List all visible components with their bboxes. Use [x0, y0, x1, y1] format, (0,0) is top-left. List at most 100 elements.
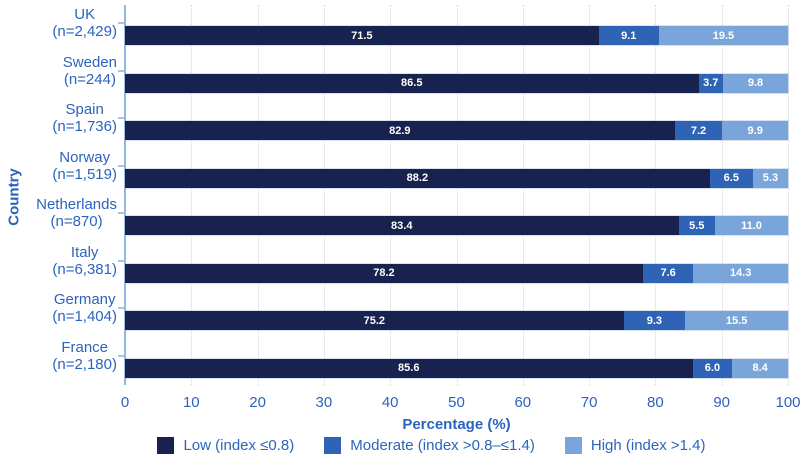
country-n-label: (n=870) — [50, 213, 103, 230]
bar-row: 85.6 6.0 8.4 — [125, 358, 788, 378]
y-tick-mark — [118, 164, 125, 167]
bar-segment-low: 78.2 — [125, 263, 643, 283]
country-label: Italy (n=6,381) — [52, 244, 117, 278]
bar-row: 86.5 3.7 9.8 — [125, 73, 788, 93]
country-n-label: (n=1,404) — [52, 308, 117, 325]
country-n-label: (n=1,736) — [52, 118, 117, 135]
bar-segment-moderate: 6.0 — [692, 358, 733, 378]
y-tick-mark — [118, 117, 125, 119]
value-label: 7.6 — [660, 267, 676, 279]
value-label: 14.3 — [729, 267, 752, 279]
value-label: 19.5 — [712, 29, 735, 42]
value-label: 6.5 — [723, 172, 739, 184]
x-tick-label: 20 — [249, 394, 266, 411]
y-tick-mark — [118, 307, 125, 309]
gridline — [788, 5, 789, 385]
country-n-label: (n=2,429) — [52, 23, 117, 40]
value-label: 85.6 — [398, 362, 420, 374]
legend-swatch — [564, 437, 582, 454]
value-label: 9.9 — [747, 124, 763, 137]
bar-segment-moderate: 7.2 — [674, 121, 723, 140]
x-tick-label: 60 — [514, 394, 532, 411]
value-label: 6.0 — [704, 362, 721, 374]
gridline — [257, 5, 259, 385]
bar-segment-high: 14.3 — [693, 263, 789, 283]
plot-area: UK (n=2,429) 71.5 9.1 19.5 Sweden (n=244) 86.5 3… — [36, 5, 789, 385]
value-label: 9.3 — [646, 314, 663, 327]
bar-segment-low: 83.4 — [125, 216, 679, 235]
bar-segment-moderate: 3.7 — [698, 73, 724, 93]
bar-segment-low: 85.6 — [125, 358, 693, 378]
value-label: 71.5 — [351, 29, 373, 42]
value-label: 88.2 — [406, 172, 429, 184]
gridline — [589, 5, 591, 385]
bar-segment-moderate: 9.3 — [623, 311, 686, 330]
bar-segment-moderate: 5.5 — [678, 216, 715, 235]
country-n-label: (n=2,180) — [52, 355, 117, 373]
legend-label: Low (index ≤0.8) — [183, 437, 295, 454]
country-name: UK — [74, 6, 96, 23]
legend: Low (index ≤0.8) Moderate (index >0.8–≤1.… — [100, 437, 763, 454]
country-label: Spain (n=1,736) — [52, 101, 117, 135]
country-name: France — [61, 338, 109, 356]
value-label: 83.4 — [391, 219, 413, 232]
y-tick-mark — [118, 259, 125, 262]
bar-segment-high: 11.0 — [715, 216, 788, 235]
country-name: Netherlands — [36, 196, 117, 213]
bar-segment-high: 8.4 — [732, 358, 788, 378]
x-tick-label: 40 — [381, 394, 399, 411]
value-label: 78.2 — [373, 267, 395, 279]
value-label: 9.1 — [621, 29, 637, 42]
legend-label: High (index >1.4) — [590, 437, 706, 454]
bar-segment-high: 9.9 — [722, 121, 788, 140]
bar-row: 75.2 9.3 15.5 — [125, 311, 788, 330]
bar-segment-low: 86.5 — [125, 73, 699, 93]
gridline — [191, 5, 193, 385]
legend-label: Moderate (index >0.8–≤1.4) — [350, 437, 535, 454]
value-label: 8.4 — [752, 362, 768, 374]
x-tick-label: 50 — [448, 394, 465, 411]
x-tick-label: 80 — [647, 394, 664, 411]
legend-swatch — [324, 437, 342, 454]
y-tick-mark — [118, 212, 125, 214]
country-name: Spain — [65, 101, 104, 118]
legend-swatch — [157, 437, 175, 454]
country-n-label: (n=244) — [63, 70, 116, 88]
legend-item-moderate: Moderate (index >0.8–≤1.4) — [324, 437, 535, 454]
value-label: 11.0 — [741, 219, 762, 232]
country-n-label: (n=6,381) — [52, 260, 117, 278]
y-tick-mark — [118, 354, 125, 357]
x-tick-label: 0 — [120, 394, 130, 411]
bar-segment-high: 9.8 — [723, 73, 788, 93]
gridline — [323, 5, 325, 385]
country-name: Germany — [53, 291, 116, 308]
x-axis-title: Percentage (%) — [402, 416, 511, 433]
country-name: Italy — [70, 243, 99, 261]
x-tick-label: 30 — [315, 394, 333, 411]
country-label: Norway (n=1,519) — [52, 149, 117, 183]
x-tick-label: 90 — [713, 394, 731, 411]
y-axis-line — [124, 5, 126, 385]
country-name: Norway — [59, 148, 111, 166]
bar-segment-moderate: 7.6 — [642, 263, 694, 283]
y-axis-title: Country — [5, 168, 23, 226]
bar-segment-moderate: 9.1 — [598, 26, 659, 45]
bar-row: 82.9 7.2 9.9 — [125, 121, 788, 140]
bar-segment-high: 15.5 — [685, 311, 788, 330]
bar-row: 78.2 7.6 14.3 — [125, 263, 789, 283]
bar-row: 88.2 6.5 5.3 — [125, 168, 788, 188]
y-tick-mark — [118, 22, 125, 24]
bar-segment-low: 88.2 — [125, 168, 710, 188]
country-label: Sweden (n=244) — [63, 54, 117, 88]
country-label: France (n=2,180) — [52, 339, 117, 373]
gridline — [390, 5, 392, 385]
bar-segment-high: 5.3 — [752, 168, 788, 188]
value-label: 5.5 — [689, 219, 705, 232]
value-label: 7.2 — [690, 124, 707, 137]
gridline — [721, 5, 723, 385]
gridline — [522, 5, 524, 385]
country-n-label: (n=1,519) — [52, 165, 117, 183]
bar-row: 71.5 9.1 19.5 — [125, 26, 788, 45]
bar-segment-moderate: 6.5 — [709, 168, 753, 188]
